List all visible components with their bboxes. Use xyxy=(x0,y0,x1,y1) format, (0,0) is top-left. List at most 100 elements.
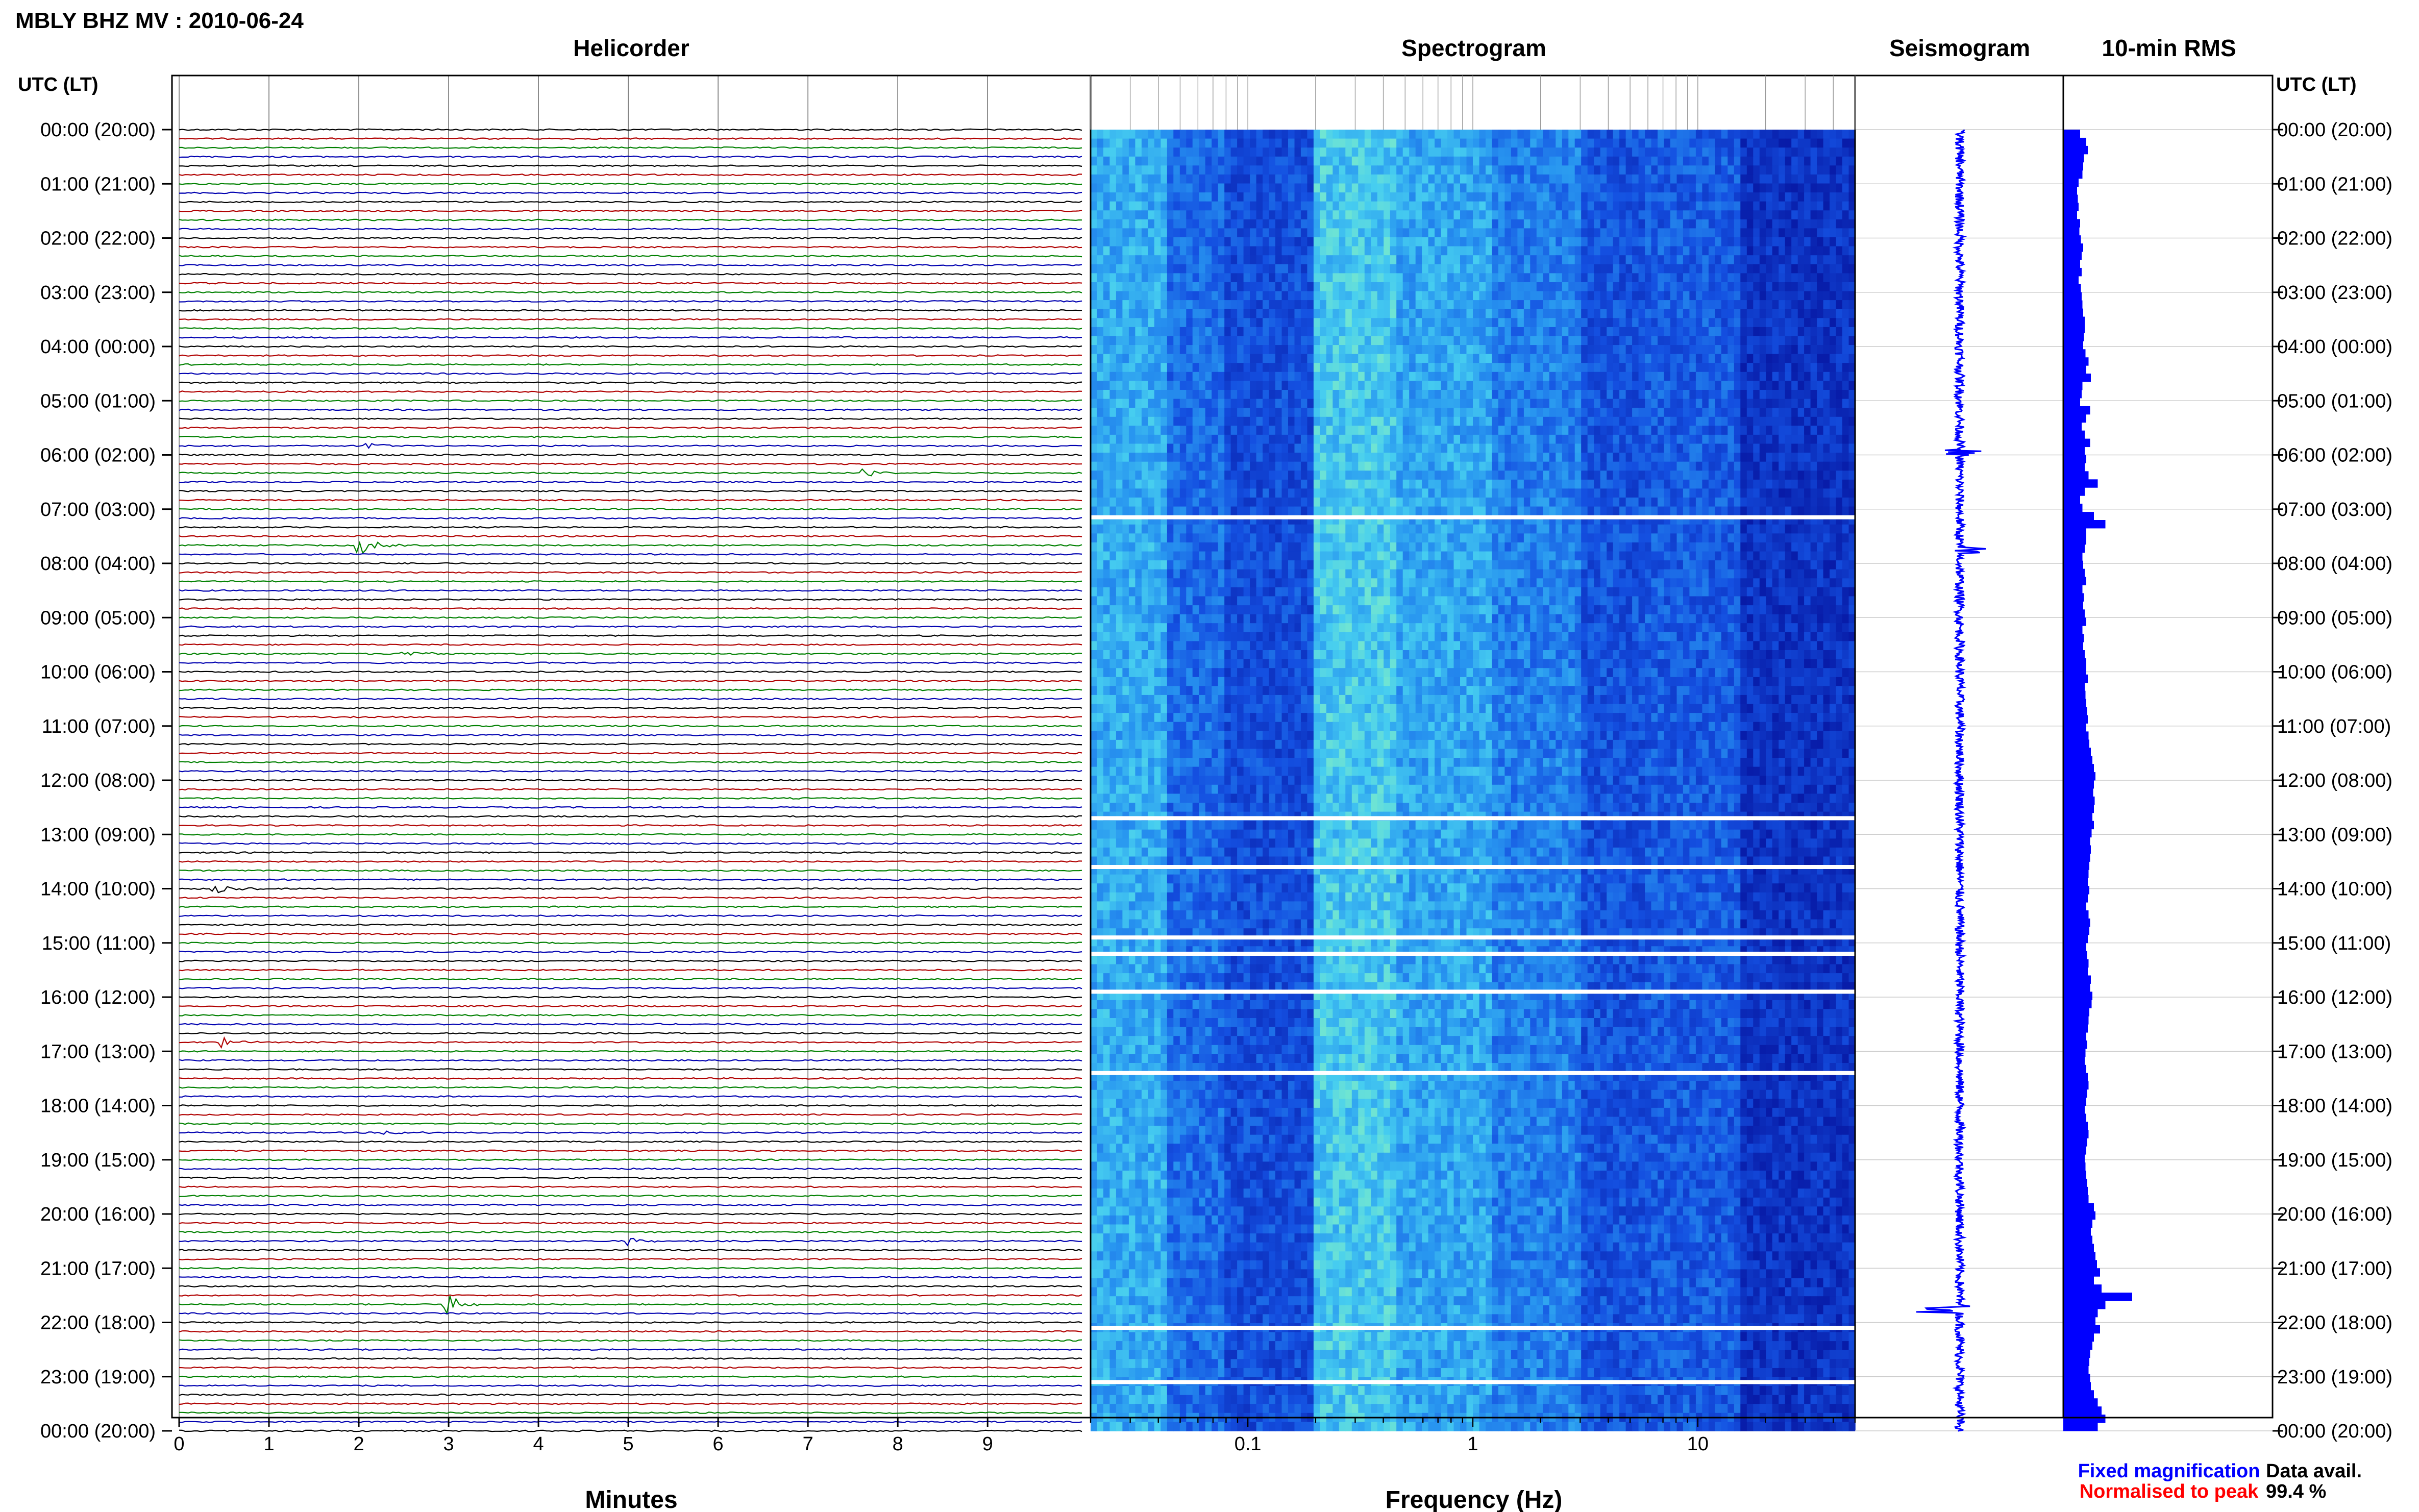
spectrogram-cell xyxy=(1670,228,1677,238)
spectrogram-cell xyxy=(1842,174,1849,184)
spectrogram-cell xyxy=(1167,291,1174,301)
spectrogram-cell xyxy=(1294,156,1301,166)
spectrogram-cell xyxy=(1103,264,1110,274)
spectrogram-cell xyxy=(1237,470,1244,480)
spectrogram-cell xyxy=(1830,443,1837,453)
spectrogram-cell xyxy=(1256,201,1263,211)
spectrogram-cell xyxy=(1549,470,1557,480)
spectrogram-cell xyxy=(1581,183,1588,193)
spectrogram-cell xyxy=(1212,219,1219,229)
spectrogram-cell xyxy=(1294,327,1301,337)
spectrogram-cell xyxy=(1556,371,1563,382)
spectrogram-cell xyxy=(1734,183,1741,193)
spectrogram-cell xyxy=(1797,174,1805,184)
spectrogram-cell xyxy=(1135,434,1142,444)
spectrogram-cell xyxy=(1568,130,1575,139)
spectrogram-cell xyxy=(1230,461,1238,472)
spectrogram-cell xyxy=(1218,165,1225,175)
spectrogram-cell xyxy=(1148,309,1155,319)
spectrogram-cell xyxy=(1848,174,1856,184)
spectrogram-cell xyxy=(1651,246,1658,256)
spectrogram-cell xyxy=(1326,416,1334,427)
spectrogram-cell xyxy=(1664,192,1671,202)
spectrogram-cell xyxy=(1549,237,1557,247)
spectrogram-cell xyxy=(1658,443,1665,453)
spectrogram-cell xyxy=(1785,246,1792,256)
spectrogram-cell xyxy=(1466,443,1473,453)
spectrogram-cell xyxy=(1256,273,1263,283)
spectrogram-cell xyxy=(1848,470,1856,480)
spectrogram-cell xyxy=(1734,381,1741,390)
spectrogram-cell xyxy=(1536,443,1544,453)
spectrogram-cell xyxy=(1116,130,1123,139)
spectrogram-cell xyxy=(1727,255,1735,265)
spectrogram-cell xyxy=(1122,345,1129,355)
spectrogram-cell xyxy=(1536,336,1544,345)
spectrogram-cell xyxy=(1492,264,1499,274)
spectrogram-cell xyxy=(1613,327,1620,337)
spectrogram-cell xyxy=(1148,498,1155,507)
spectrogram-cell xyxy=(1607,488,1614,498)
spectrogram-cell xyxy=(1320,318,1327,328)
spectrogram-cell xyxy=(1339,291,1346,301)
spectrogram-cell xyxy=(1486,273,1493,283)
spectrogram-cell xyxy=(1549,165,1557,175)
spectrogram-cell xyxy=(1161,264,1168,274)
spectrogram-cell xyxy=(1664,255,1671,265)
spectrogram-cell xyxy=(1435,479,1442,489)
spectrogram-cell xyxy=(1313,443,1321,453)
spectrogram-cell xyxy=(1339,453,1346,462)
spectrogram-cell xyxy=(1638,399,1645,408)
spectrogram-cell xyxy=(1721,416,1729,427)
spectrogram-cell xyxy=(1574,470,1582,480)
spectrogram-cell xyxy=(1371,246,1378,256)
spectrogram-cell xyxy=(1511,479,1518,489)
spectrogram-cell xyxy=(1734,479,1741,489)
spectrogram-cell xyxy=(1263,282,1270,292)
spectrogram-cell xyxy=(1218,318,1225,328)
spectrogram-cell xyxy=(1256,219,1263,229)
spectrogram-cell xyxy=(1384,488,1391,498)
spectrogram-cell xyxy=(1702,228,1709,238)
spectrogram-cell xyxy=(1275,434,1282,444)
spectrogram-cell xyxy=(1435,390,1442,400)
spectrogram-cell xyxy=(1453,300,1461,310)
spectrogram-cell xyxy=(1804,130,1811,139)
spectrogram-cell xyxy=(1836,488,1843,498)
spectrogram-cell xyxy=(1351,309,1359,319)
spectrogram-cell xyxy=(1823,443,1830,453)
spectrogram-cell xyxy=(1645,210,1652,220)
spectrogram-cell xyxy=(1402,309,1410,319)
spectrogram-cell xyxy=(1517,498,1524,507)
spectrogram-cell xyxy=(1179,345,1187,355)
spectrogram-cell xyxy=(1091,470,1098,480)
spectrogram-cell xyxy=(1625,318,1633,328)
spectrogram-cell xyxy=(1390,453,1397,462)
spectrogram-cell xyxy=(1263,183,1270,193)
spectrogram-cell xyxy=(1556,282,1563,292)
spectrogram-cell xyxy=(1504,219,1512,229)
spectrogram-cell xyxy=(1479,228,1486,238)
spectrogram-cell xyxy=(1141,309,1149,319)
spectrogram-cell xyxy=(1587,381,1594,390)
spectrogram-cell xyxy=(1091,138,1098,148)
spectrogram-cell xyxy=(1396,381,1403,390)
spectrogram-cell xyxy=(1498,309,1505,319)
spectrogram-cell xyxy=(1817,336,1824,345)
spectrogram-cell xyxy=(1574,183,1582,193)
spectrogram-cell xyxy=(1422,363,1429,373)
spectrogram-cell xyxy=(1759,390,1767,400)
spectrogram-cell xyxy=(1371,264,1378,274)
spectrogram-cell xyxy=(1619,219,1626,229)
spectrogram-cell xyxy=(1313,201,1321,211)
spectrogram-cell xyxy=(1676,228,1684,238)
spectrogram-cell xyxy=(1746,443,1754,453)
spectrogram-cell xyxy=(1441,264,1448,274)
spectrogram-cell xyxy=(1556,255,1563,265)
spectrogram-cell xyxy=(1530,228,1537,238)
spectrogram-cell xyxy=(1562,318,1569,328)
spectrogram-cell xyxy=(1205,228,1212,238)
spectrogram-cell xyxy=(1441,381,1448,390)
spectrogram-cell xyxy=(1523,318,1531,328)
spectrogram-cell xyxy=(1173,183,1180,193)
